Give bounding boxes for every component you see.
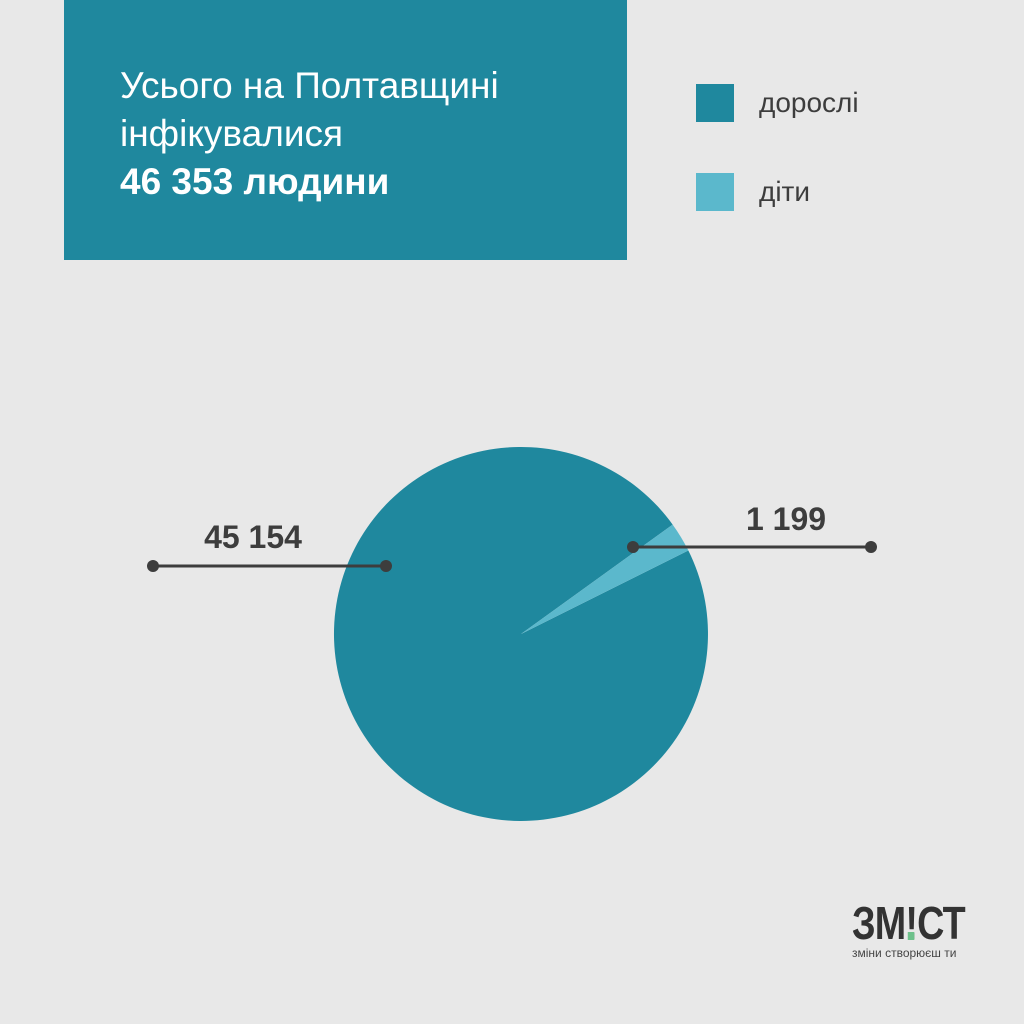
title-line-2: інфікувалися xyxy=(120,113,344,154)
logo-accent-dot xyxy=(908,932,915,940)
title-total: 46 353 людини xyxy=(120,161,390,202)
legend-label-adults: дорослі xyxy=(759,87,859,118)
data-label-adults: 45 154 xyxy=(204,519,302,555)
legend-swatch-adults xyxy=(696,84,734,122)
data-label-children: 1 199 xyxy=(746,501,826,537)
pie-slice-children xyxy=(521,524,689,634)
leader-line-adults xyxy=(147,560,392,572)
logo-exclamation: ! xyxy=(905,897,918,949)
pie-slice-adults xyxy=(333,446,708,821)
legend-swatch-children xyxy=(696,173,734,211)
logo-wordmark: ЗМ! СТ xyxy=(852,900,967,946)
zmist-logo: ЗМ! СТ зміни створюєш ти xyxy=(852,900,992,960)
logo-tagline: зміни створюєш ти xyxy=(852,946,957,960)
logo-wordmark-excl: ! xyxy=(905,897,918,949)
title-line-1: Усього на Полтавщині xyxy=(120,65,499,106)
logo-wordmark-pre: ЗМ xyxy=(852,897,906,949)
legend-label-children: діти xyxy=(759,176,811,207)
logo-wordmark-post: СТ xyxy=(917,897,966,949)
leader-line-children xyxy=(627,541,877,553)
title-box: Усього на Полтавщині інфікувалися 46 353… xyxy=(64,0,627,260)
